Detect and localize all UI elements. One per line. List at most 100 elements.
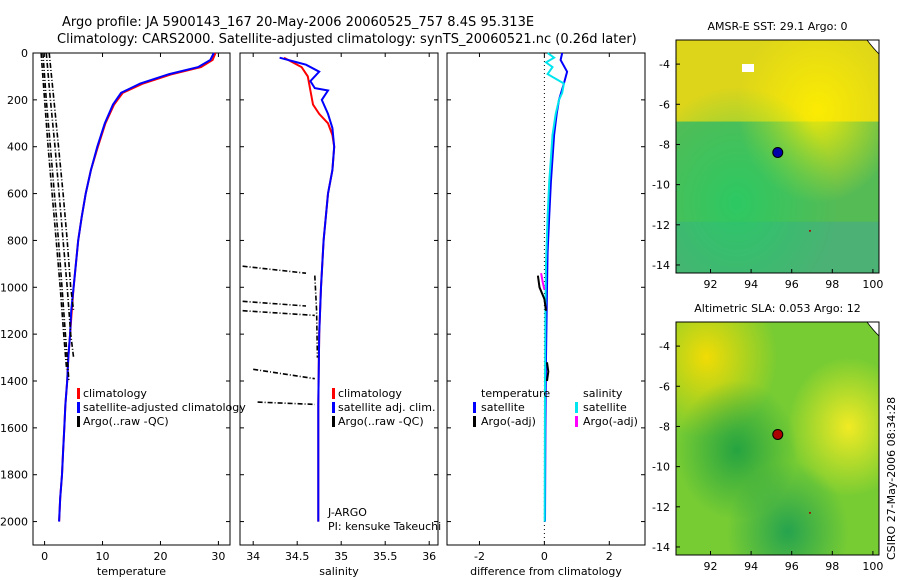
y-tick-label: -12 <box>652 501 670 514</box>
x-tick-label: 35 <box>334 550 348 563</box>
legend-label: climatology <box>338 387 402 400</box>
y-tick-label: 2000 <box>0 516 28 529</box>
sla_map-title: Altimetric SLA: 0.053 Argo: 12 <box>694 302 861 315</box>
series-line <box>40 52 68 370</box>
y-tick-label: -8 <box>659 420 670 433</box>
legend-label: Argo(-adj) <box>481 415 536 428</box>
y-tick-label: 1200 <box>0 328 28 341</box>
x-tick-label: 2 <box>606 550 613 563</box>
x-tick-label: 92 <box>704 560 718 573</box>
missing-data-patch <box>742 64 754 72</box>
y-tick-label: 0 <box>21 47 28 60</box>
temperature-frame <box>32 52 231 546</box>
x-tick-label: 94 <box>744 278 758 291</box>
y-tick-label: 400 <box>7 141 28 154</box>
series-line <box>283 56 336 522</box>
series-line <box>279 56 336 522</box>
sst_map-chart: AMSR-E SST: 29.1 Argo: 0 92 94 96 98 100 -4 -6 -… <box>652 20 883 291</box>
series-line <box>314 275 319 358</box>
y-tick-label: 1000 <box>0 281 28 294</box>
legend-swatch <box>332 402 335 413</box>
series-line <box>48 52 75 311</box>
y-tick-label: -4 <box>659 58 670 71</box>
x-tick-label: 10 <box>96 550 110 563</box>
y-tick-label: -14 <box>652 259 670 272</box>
x-tick-label: 0 <box>41 550 48 563</box>
y-tick-label: -8 <box>659 138 670 151</box>
x-tick-label: 0 <box>541 550 548 563</box>
salinity-frame <box>239 52 439 546</box>
side-timestamp-label: CSIRO 27-May-2006 08:34:28 <box>885 397 898 560</box>
nearby-float-marker <box>808 511 811 514</box>
legend-label: Argo(..raw -QC) <box>83 415 169 428</box>
y-tick-label: -10 <box>652 461 670 474</box>
float-marker <box>772 428 784 440</box>
legend-label: satellite adj. clim. <box>338 401 435 414</box>
y-tick-label: -6 <box>659 98 670 111</box>
series-line <box>242 309 315 317</box>
legend-label: Argo(..raw -QC) <box>338 415 424 428</box>
series-line <box>45 52 75 358</box>
difference-frame <box>446 52 646 546</box>
legend-header: temperature <box>481 387 550 400</box>
x-tick-label: 94 <box>744 560 758 573</box>
legend-label: Argo(-adj) <box>583 415 638 428</box>
chart-panels: 0 10 20 30020040060080010001200140016001800… <box>0 20 883 578</box>
x-tick-label: 92 <box>704 278 718 291</box>
legend-swatch <box>77 416 80 427</box>
y-tick-label: -14 <box>652 541 670 554</box>
y-tick-label: 1600 <box>0 422 28 435</box>
float-pi-label: PI: kensuke Takeuchi <box>328 520 441 533</box>
sla_map-frame <box>675 321 880 556</box>
y-tick-label: -6 <box>659 380 670 393</box>
y-tick-label: -4 <box>659 340 670 353</box>
series-line <box>536 275 547 311</box>
series-line <box>242 265 307 274</box>
x-tick-label: -2 <box>474 550 485 563</box>
figure-title-line1: Argo profile: JA 5900143_167 20-May-2006… <box>62 15 534 30</box>
nearby-float-marker <box>808 229 811 232</box>
salinity-chart: 34 34.5 35 35.5 36 salinity climatologysatelli… <box>239 52 441 578</box>
legend-swatch <box>575 402 578 413</box>
x-tick-label: 100 <box>862 278 883 291</box>
legend-label: satellite <box>583 401 627 414</box>
legend-swatch <box>575 416 578 427</box>
legend-label: climatology <box>83 387 147 400</box>
series-line <box>544 52 569 522</box>
float-agency-label: J-ARGO <box>327 506 367 519</box>
figure-title-line2: Climatology: CARS2000. Satellite-adjuste… <box>57 32 637 47</box>
x-tick-label: 35.5 <box>373 550 398 563</box>
y-tick-label: 600 <box>7 188 28 201</box>
series-line <box>42 52 70 382</box>
sst_map-frame <box>675 39 880 274</box>
x-tick-label: 36 <box>422 550 436 563</box>
legend-swatch <box>473 402 476 413</box>
salinity-xlabel: salinity <box>319 565 359 578</box>
x-tick-label: 98 <box>825 278 839 291</box>
series-line <box>546 362 550 382</box>
legend-swatch <box>332 388 335 399</box>
x-tick-label: 20 <box>153 550 167 563</box>
x-tick-label: 30 <box>211 550 225 563</box>
difference-xlabel: difference from climatology <box>470 565 622 578</box>
x-tick-label: 34.5 <box>285 550 310 563</box>
legend-swatch <box>332 416 335 427</box>
x-tick-label: 98 <box>825 560 839 573</box>
x-tick-label: 96 <box>785 278 799 291</box>
legend-header: salinity <box>583 387 623 400</box>
legend-swatch <box>473 416 476 427</box>
y-tick-label: 800 <box>7 234 28 247</box>
float-marker <box>772 146 784 158</box>
series-line <box>253 368 315 380</box>
y-tick-label: 1800 <box>0 469 28 482</box>
x-tick-label: 100 <box>862 560 883 573</box>
y-tick-label: 1400 <box>0 375 28 388</box>
temperature-xlabel: temperature <box>97 565 166 578</box>
series-line <box>257 401 315 406</box>
sst_map-title: AMSR-E SST: 29.1 Argo: 0 <box>707 20 847 33</box>
temperature-chart: 0 10 20 30 0 200 400 600 800 1000 1200 1400 1600 1800… <box>0 47 246 578</box>
legend-label: satellite-adjusted climatology <box>83 401 246 414</box>
x-tick-label: 96 <box>785 560 799 573</box>
series-line <box>543 52 566 522</box>
